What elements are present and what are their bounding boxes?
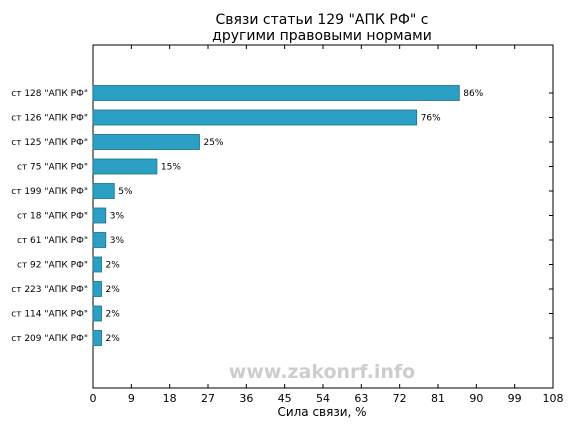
bar — [92, 134, 200, 150]
x-tick-label: 36 — [239, 392, 253, 405]
x-tick-label: 54 — [316, 392, 330, 405]
value-label: 2% — [106, 261, 121, 271]
x-tick-label: 27 — [201, 392, 215, 405]
value-label: 15% — [161, 163, 181, 173]
chart-title-line-1: Связи статьи 129 "АПК РФ" с — [215, 12, 428, 28]
bar — [92, 281, 102, 297]
x-tick-label: 9 — [128, 392, 135, 405]
value-labels: 86% 76% 25% 15% 5% 3% 3% 2% 2% 2% 2% — [106, 89, 484, 344]
x-tick-label: 90 — [469, 392, 483, 405]
x-tick-label: 45 — [278, 392, 292, 405]
bar — [92, 85, 460, 101]
category-label: ст 223 "АПК РФ" — [11, 285, 88, 295]
value-label: 2% — [106, 310, 121, 320]
category-label: ст 199 "АПК РФ" — [11, 187, 88, 197]
category-label: ст 209 "АПК РФ" — [11, 334, 88, 344]
x-axis: 0 9 18 27 36 45 54 63 72 81 90 99 108 — [90, 45, 564, 405]
x-tick-label: 63 — [354, 392, 368, 405]
value-label: 76% — [421, 114, 441, 124]
x-tick-label: 99 — [508, 392, 522, 405]
bar — [92, 330, 102, 346]
category-label: ст 126 "АПК РФ" — [11, 114, 88, 124]
x-tick-label: 72 — [393, 392, 407, 405]
bar — [92, 305, 102, 322]
value-label: 2% — [106, 285, 121, 295]
value-label: 3% — [110, 212, 125, 222]
category-label: ст 125 "АПК РФ" — [11, 138, 88, 148]
bar — [92, 256, 102, 273]
category-labels: ст 128 "АПК РФ" ст 126 "АПК РФ" ст 125 "АП… — [11, 89, 88, 344]
bar — [92, 158, 158, 175]
chart-title-line-2: другими правовыми нормами — [212, 28, 432, 44]
x-axis-label: Сила связи, % — [277, 405, 366, 419]
bar — [92, 207, 107, 224]
category-label: ст 128 "АПК РФ" — [11, 89, 88, 99]
bars — [92, 85, 460, 346]
category-label: ст 61 "АПК РФ" — [17, 236, 88, 246]
x-tick-label: 0 — [90, 392, 97, 405]
x-tick-label: 18 — [163, 392, 177, 405]
category-label: ст 75 "АПК РФ" — [17, 163, 88, 173]
category-label: ст 92 "АПК РФ" — [17, 261, 88, 271]
value-label: 25% — [203, 138, 223, 148]
chart-title: Связи статьи 129 "АПК РФ" с другими прав… — [212, 12, 432, 44]
watermark: www.zakonrf.info — [229, 361, 415, 383]
y-axis — [93, 92, 553, 339]
value-label: 2% — [106, 334, 121, 344]
category-label: ст 18 "АПК РФ" — [17, 212, 88, 222]
bar — [92, 183, 115, 199]
x-tick-label: 81 — [431, 392, 445, 405]
bar — [92, 232, 107, 248]
value-label: 86% — [463, 89, 483, 99]
bar — [92, 109, 418, 126]
value-label: 3% — [110, 236, 125, 246]
x-tick-label: 108 — [543, 392, 564, 405]
category-label: ст 114 "АПК РФ" — [11, 310, 88, 320]
value-label: 5% — [118, 187, 133, 197]
